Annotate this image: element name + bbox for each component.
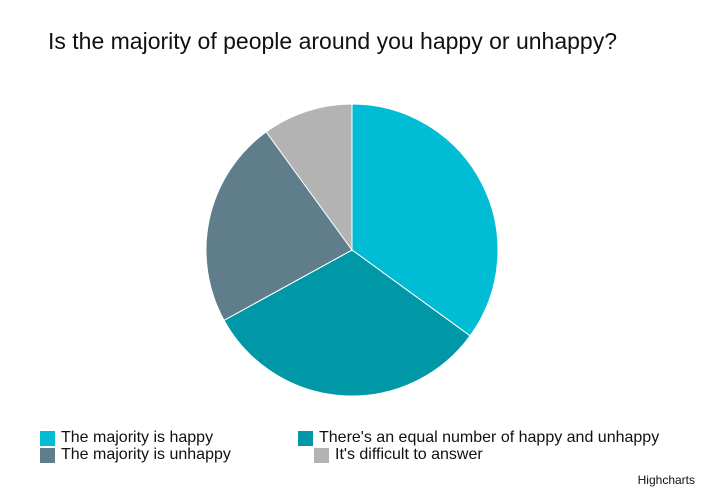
legend-swatch — [40, 430, 55, 446]
legend-item-majority-happy[interactable]: The majority is happy — [40, 429, 213, 447]
legend-label: There's an equal number of happy and unh… — [319, 429, 660, 446]
highcharts-credits[interactable]: Highcharts — [637, 473, 695, 487]
legend-swatch — [40, 447, 55, 463]
legend-item-equal[interactable]: There's an equal number of happy and unh… — [298, 429, 659, 447]
pie-slice-it-s-difficult-to-answer[interactable] — [265, 103, 353, 252]
legend-swatch — [314, 447, 329, 463]
chart-title: Is the majority of people around you hap… — [48, 28, 617, 54]
legend-item-difficult[interactable]: It's difficult to answer — [314, 446, 483, 464]
pie-slice-the-majority-is-unhappy[interactable] — [205, 131, 353, 322]
pie-slices — [205, 103, 499, 397]
legend-label: The majority is happy — [61, 429, 214, 446]
pie-slice-there-s-an-equal-number-of-happy-and-unhappy[interactable] — [223, 249, 471, 397]
legend-swatch — [298, 430, 313, 446]
legend-label: It's difficult to answer — [335, 446, 483, 463]
legend-label: The majority is unhappy — [61, 446, 231, 463]
legend-item-majority-unhappy[interactable]: The majority is unhappy — [40, 446, 231, 464]
pie-slice-the-majority-is-happy[interactable] — [351, 103, 499, 337]
